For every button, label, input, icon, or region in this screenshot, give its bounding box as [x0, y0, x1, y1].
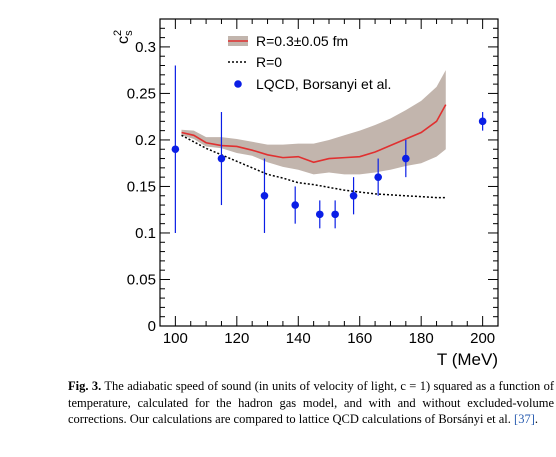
y-tick-label: 0.15 [127, 178, 156, 195]
lqcd-marker [171, 145, 180, 154]
x-tick-label: 120 [224, 330, 249, 347]
lqcd-marker [349, 191, 358, 200]
legend-marker-swatch [234, 80, 242, 88]
lqcd-point [217, 112, 226, 206]
y-tick-label: 0.3 [135, 39, 156, 56]
lqcd-point [374, 158, 382, 196]
lqcd-point [402, 139, 410, 178]
lqcd-marker [402, 154, 410, 163]
x-tick-label: 180 [409, 330, 434, 347]
legend: R=0.3±0.05 fm R=0 LQCD, Borsanyi et al. [228, 33, 391, 92]
x-tick-label: 100 [163, 330, 188, 347]
lqcd-marker [374, 173, 382, 181]
lqcd-point [315, 200, 324, 229]
y-tick-label: 0.25 [127, 85, 156, 102]
lqcd-point [291, 186, 300, 224]
caption-reference-link[interactable]: [37] [514, 412, 535, 426]
figure-caption: Fig. 3. The adiabatic speed of sound (in… [68, 378, 554, 428]
lqcd-point [349, 177, 358, 215]
lqcd-marker [478, 117, 487, 126]
caption-label: Fig. 3. [68, 379, 102, 393]
lqcd-point [171, 65, 180, 233]
speed-of-sound-chart: 100 120 140 160 180 200 0 0.05 0.1 0.15 0.2 0.25 0.3… [112, 18, 499, 369]
caption-end: . [534, 412, 538, 426]
y-tick-label: 0.05 [127, 271, 156, 288]
lqcd-marker [291, 201, 300, 209]
lqcd-point [478, 112, 487, 131]
y-tick-label: 0.1 [135, 225, 156, 242]
y-axis-label-text: c2s [112, 30, 135, 44]
legend-label: LQCD, Borsanyi et al. [256, 76, 391, 92]
tick-label-layer: 100 120 140 160 180 200 0 0.05 0.1 0.15 0.2 0.25 0.3 [127, 39, 495, 347]
legend-label: R=0 [256, 54, 282, 70]
y-tick-label: 0.2 [135, 132, 156, 149]
lqcd-marker [331, 210, 339, 219]
x-tick-label: 140 [286, 330, 311, 347]
lqcd-marker [217, 154, 226, 163]
x-tick-label: 200 [470, 330, 495, 347]
lqcd-point [260, 158, 269, 233]
caption-text: The adiabatic speed of sound (in units o… [68, 379, 554, 426]
x-axis-label: T (MeV) [437, 350, 498, 369]
lqcd-marker [315, 210, 324, 219]
data-point-layer [171, 65, 487, 233]
y-axis-label: c2s [112, 30, 135, 44]
legend-label: R=0.3±0.05 fm [256, 33, 348, 49]
tick-layer [159, 18, 499, 327]
y-tick-label: 0 [148, 318, 156, 335]
lqcd-point [331, 200, 339, 229]
lqcd-marker [260, 191, 269, 200]
x-tick-label: 160 [347, 330, 372, 347]
